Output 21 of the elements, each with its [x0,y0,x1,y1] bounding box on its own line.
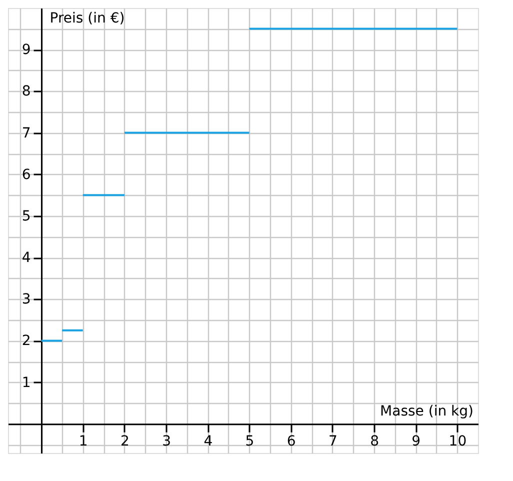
x-tick-label: 10 [448,433,467,450]
y-tick-label: 1 [22,374,31,391]
y-tick-label: 4 [22,250,31,266]
y-tick-label: 5 [22,208,31,224]
x-tick-label: 4 [204,433,213,450]
x-axis-title: Masse (in kg) [380,403,474,420]
x-tick-label: 1 [78,433,88,450]
x-tick-label: 7 [328,433,338,450]
x-tick-label: 5 [245,433,254,450]
y-tick-label: 6 [22,166,31,183]
y-tick-label: 9 [22,42,31,58]
x-tick-label: 9 [412,433,421,450]
x-tick-label: 8 [370,433,379,450]
y-tick-label: 2 [22,333,31,350]
y-tick-label: 8 [22,84,31,100]
x-tick-label: 3 [162,433,172,450]
y-tick-label: 3 [22,292,31,308]
x-tick-label: 6 [286,433,296,450]
y-tick-label: 7 [22,125,31,142]
y-axis-title: Preis (in €) [50,10,125,27]
x-tick-label: 2 [120,433,130,450]
